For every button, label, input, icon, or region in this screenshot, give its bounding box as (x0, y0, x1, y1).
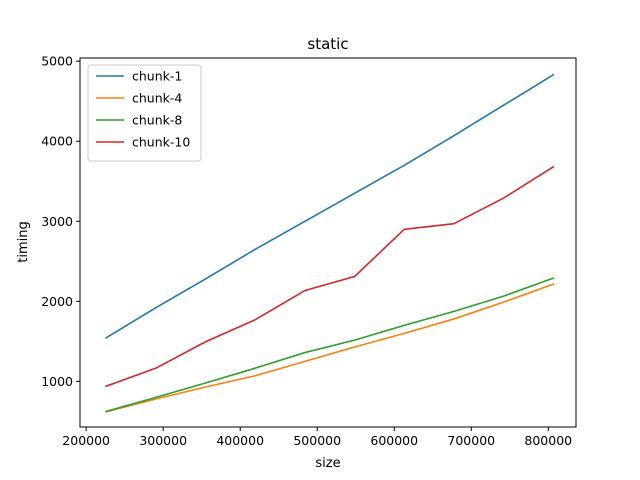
x-tick-label: 700000 (447, 433, 495, 448)
y-tick-label: 3000 (41, 214, 73, 229)
x-axis: 200000 300000 400000 500000 600000 700000 8000… (62, 427, 572, 448)
y-axis-label: timing (16, 221, 31, 262)
series-line-chunk-10 (105, 165, 555, 388)
y-tick-label: 5000 (41, 54, 73, 69)
x-tick-label: 400000 (216, 433, 264, 448)
series-line-chunk-1 (105, 73, 555, 339)
y-axis: 1000 2000 3000 4000 5000 (41, 54, 80, 389)
series-line-chunk-4 (105, 283, 555, 413)
legend-box (87, 64, 202, 162)
legend-entry: chunk-4 (132, 91, 182, 106)
legend-entry: chunk-10 (132, 135, 190, 150)
legend-entry: chunk-8 (132, 113, 182, 128)
x-tick-label: 600000 (370, 433, 418, 448)
x-tick-label: 500000 (293, 433, 341, 448)
x-axis-label: size (315, 456, 340, 471)
y-tick-label: 1000 (41, 374, 73, 389)
y-tick-label: 2000 (41, 294, 73, 309)
legend: chunk-1 chunk-4 chunk-8 chunk-10 (87, 64, 202, 162)
y-tick-label: 4000 (41, 134, 73, 149)
x-tick-label: 200000 (62, 433, 110, 448)
legend-entry: chunk-1 (132, 69, 182, 84)
plot-frame (79, 57, 577, 428)
series-line-chunk-8 (105, 277, 555, 413)
chart-title: static (307, 35, 348, 53)
x-tick-label: 800000 (524, 433, 572, 448)
x-tick-label: 300000 (139, 433, 187, 448)
series-lines (105, 73, 555, 413)
